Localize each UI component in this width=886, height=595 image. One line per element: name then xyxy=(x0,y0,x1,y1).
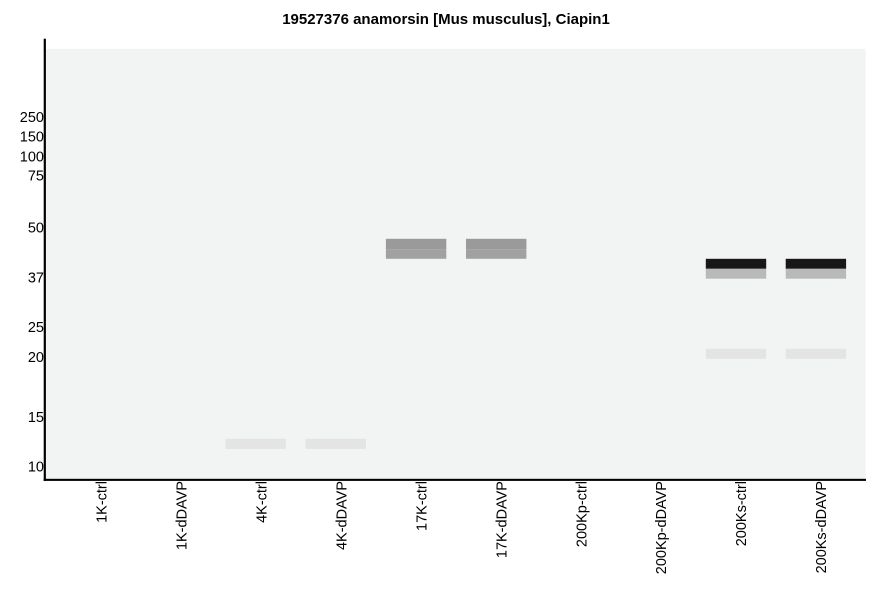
svg-text:200Ks-dDAVP: 200Ks-dDAVP xyxy=(814,481,830,573)
svg-text:100: 100 xyxy=(20,149,44,165)
svg-text:4K-dDAVP: 4K-dDAVP xyxy=(335,481,351,550)
svg-text:10: 10 xyxy=(28,460,44,476)
svg-text:200Ks-ctrl: 200Ks-ctrl xyxy=(734,481,750,546)
svg-text:200Kp-ctrl: 200Kp-ctrl xyxy=(574,481,590,547)
svg-text:25: 25 xyxy=(28,320,44,336)
svg-text:15: 15 xyxy=(28,410,44,426)
svg-text:50: 50 xyxy=(28,221,44,237)
svg-text:1K-ctrl: 1K-ctrl xyxy=(95,481,111,523)
svg-text:17K-dDAVP: 17K-dDAVP xyxy=(494,481,510,558)
svg-text:20: 20 xyxy=(28,350,44,366)
svg-text:200Kp-dDAVP: 200Kp-dDAVP xyxy=(654,481,670,574)
svg-text:1K-dDAVP: 1K-dDAVP xyxy=(175,481,191,550)
svg-text:250: 250 xyxy=(20,110,44,126)
svg-text:19527376 anamorsin [Mus muscul: 19527376 anamorsin [Mus musculus], Ciapi… xyxy=(282,11,610,28)
svg-text:75: 75 xyxy=(28,169,44,185)
svg-text:4K-ctrl: 4K-ctrl xyxy=(255,481,271,523)
svg-text:17K-ctrl: 17K-ctrl xyxy=(414,481,430,531)
svg-text:37: 37 xyxy=(28,270,44,286)
svg-text:150: 150 xyxy=(20,129,44,145)
